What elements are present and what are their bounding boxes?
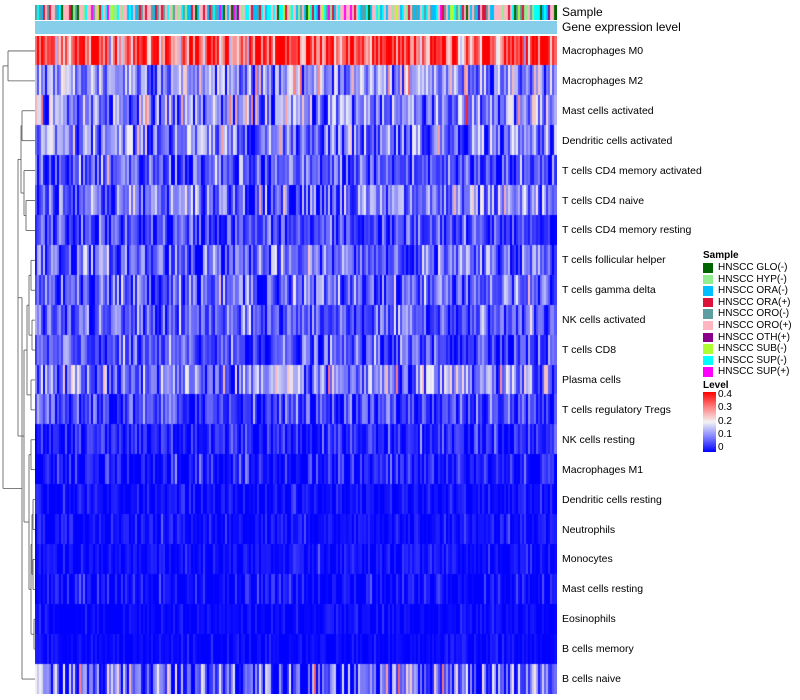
legend-label: HNSCC HYP(-) [718, 273, 787, 285]
legend-label: HNSCC SUB(-) [718, 343, 787, 355]
sample-legend-item: HNSCC ORO(-) [703, 308, 798, 320]
sample-legend-item: HNSCC ORA(-) [703, 285, 798, 297]
legend-label: HNSCC ORA(-) [718, 285, 788, 297]
row-label: T cells CD4 memory activated [562, 164, 702, 177]
legend-swatch [703, 297, 713, 308]
legend-label: HNSCC GLO(-) [718, 262, 788, 273]
legend-label: HNSCC ORO(-) [718, 308, 790, 320]
row-label: Macrophages M0 [562, 44, 644, 57]
legend-label: HNSCC SUP(+) [718, 366, 790, 378]
expression-annotation-label: Gene expression level [562, 20, 681, 34]
row-label: Neutrophils [562, 523, 616, 536]
row-label: Eosinophils [562, 613, 616, 626]
row-label: Macrophages M2 [562, 74, 644, 87]
sample-legend-item: HNSCC SUP(+) [703, 366, 798, 378]
sample-legend-item: HNSCC OTH(+) [703, 332, 798, 344]
level-tick: 0.2 [718, 416, 732, 427]
sample-annotation-bar [35, 5, 557, 20]
legend-swatch [703, 309, 713, 319]
row-label: Dendritic cells activated [562, 134, 673, 147]
row-label: T cells CD8 [562, 344, 617, 357]
row-label: Plasma cells [562, 373, 621, 386]
row-label: T cells CD4 naive [562, 194, 645, 207]
level-legend: Level 0.4 0.3 0.2 0.1 0 [703, 380, 798, 455]
row-label: Macrophages M1 [562, 463, 644, 476]
row-label: Mast cells resting [562, 583, 644, 596]
gene-expression-annotation-bar [35, 21, 557, 34]
level-tick: 0.3 [718, 402, 732, 413]
sample-legend-item: HNSCC SUB(-) [703, 343, 798, 355]
sample-legend-item: HNSCC HYP(-) [703, 274, 798, 286]
level-legend-title: Level [703, 380, 729, 391]
heatmap-grid [35, 36, 557, 694]
row-label: Monocytes [562, 553, 613, 566]
sample-legend-item: HNSCC ORO(+) [703, 320, 798, 332]
row-label: T cells CD4 memory resting [562, 224, 692, 237]
row-label: T cells gamma delta [562, 284, 656, 297]
sample-annotation-label: Sample [562, 5, 603, 19]
legend-swatch [703, 320, 713, 331]
level-tick: 0.1 [718, 429, 732, 440]
sample-legend-item: HNSCC GLO(-) [703, 262, 798, 274]
row-label: NK cells activated [562, 314, 646, 327]
legend-swatch [703, 286, 713, 296]
level-tick: 0.4 [718, 389, 732, 400]
legend-swatch [703, 274, 713, 285]
legend-swatch [703, 344, 713, 354]
sample-legend: Sample HNSCC GLO(-) HNSCC HYP(-) HNSCC ORA… [703, 250, 798, 378]
legend-label: HNSCC SUP(-) [718, 354, 787, 366]
legend-swatch [703, 355, 713, 366]
row-label: Dendritic cells resting [562, 493, 662, 506]
legend-label: HNSCC ORA(+) [718, 296, 791, 308]
legend-label: HNSCC OTH(+) [718, 331, 790, 343]
legend-swatch [703, 367, 713, 377]
level-color-gradient [703, 392, 716, 452]
row-label: B cells memory [562, 643, 634, 656]
row-dendrogram [2, 50, 35, 680]
row-label: T cells follicular helper [562, 254, 666, 267]
legend-label: HNSCC ORO(+) [718, 319, 792, 331]
row-label: Mast cells activated [562, 104, 654, 117]
legend-swatch [703, 332, 713, 343]
sample-legend-item: HNSCC ORA(+) [703, 297, 798, 309]
legend-swatch [703, 263, 713, 273]
sample-legend-title: Sample [703, 250, 739, 261]
sample-legend-item: HNSCC SUP(-) [703, 355, 798, 367]
row-label: T cells regulatory Tregs [562, 403, 671, 416]
level-tick: 0 [718, 442, 724, 453]
row-label: NK cells resting [562, 433, 635, 446]
row-label: B cells naive [562, 673, 621, 686]
